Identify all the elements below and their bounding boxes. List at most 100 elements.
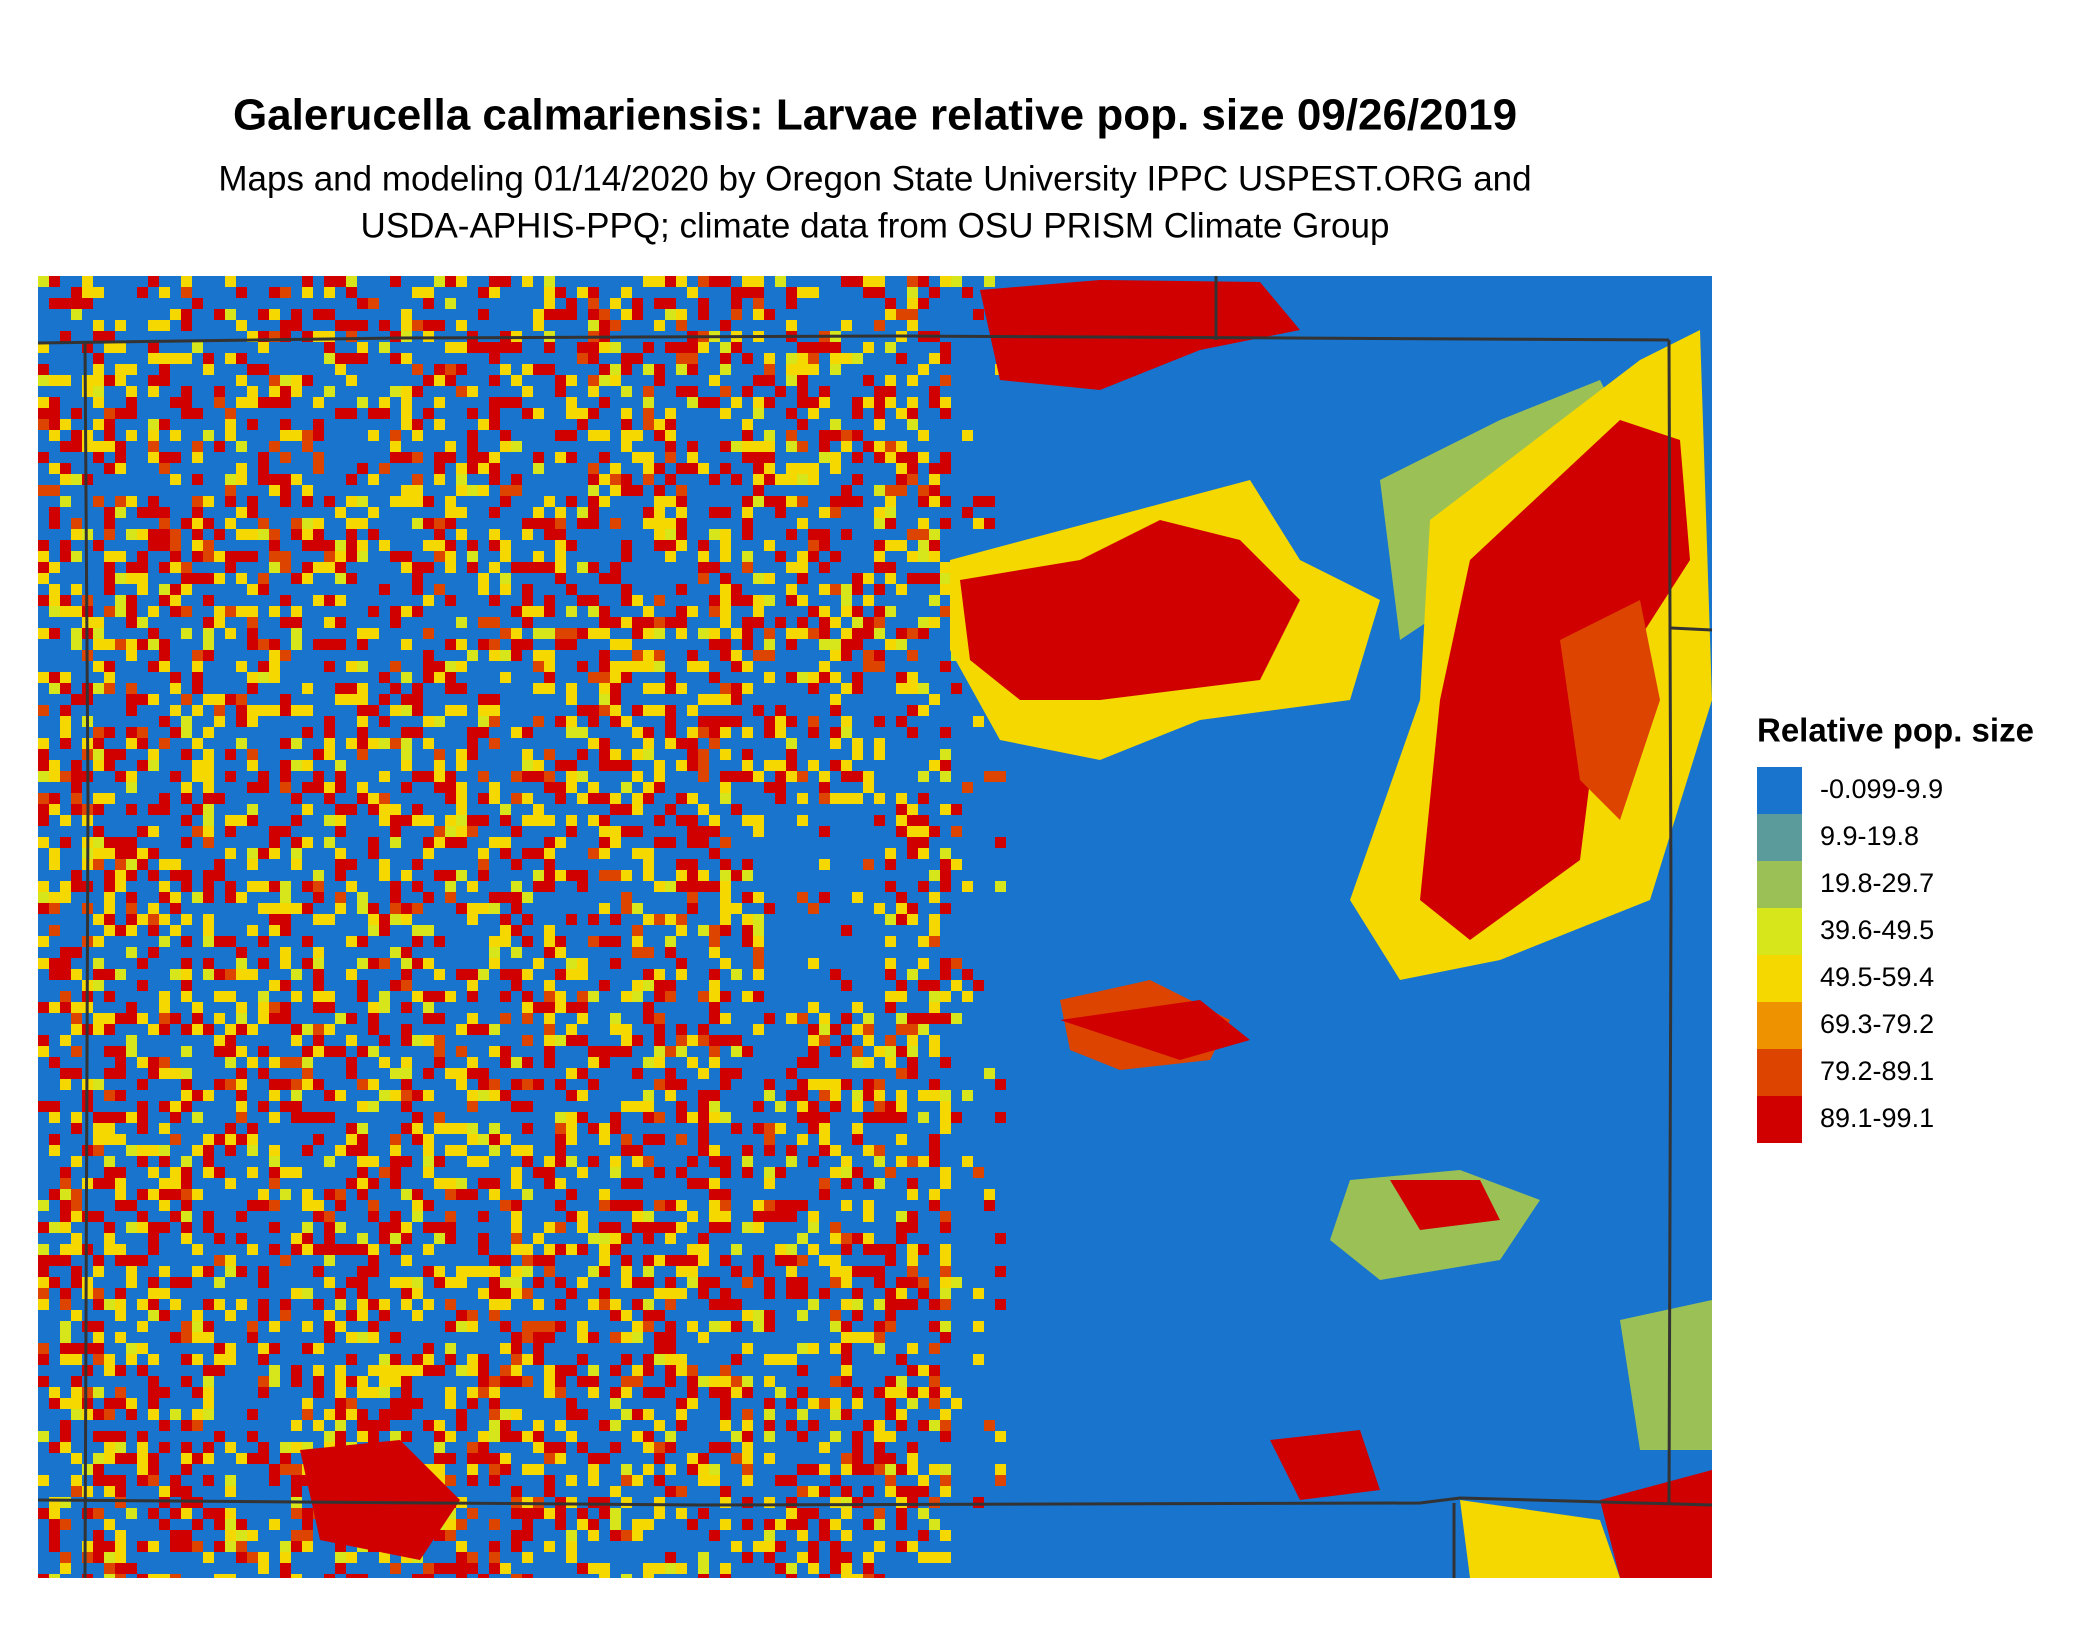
raster-cell	[49, 298, 60, 309]
raster-cell	[445, 683, 456, 694]
raster-cell	[500, 1255, 511, 1266]
raster-cell	[819, 1112, 830, 1123]
raster-cell	[588, 1046, 599, 1057]
raster-cell	[368, 1178, 379, 1189]
raster-cell	[93, 1288, 104, 1299]
raster-cell	[71, 760, 82, 771]
raster-cell	[973, 980, 984, 991]
raster-cell	[313, 1200, 324, 1211]
raster-cell	[104, 1123, 115, 1134]
raster-cell	[302, 529, 313, 540]
raster-cell	[500, 892, 511, 903]
raster-cell	[709, 1376, 720, 1387]
raster-cell	[291, 309, 302, 320]
raster-cell	[258, 463, 269, 474]
raster-cell	[522, 386, 533, 397]
raster-cell	[544, 650, 555, 661]
raster-cell	[445, 1343, 456, 1354]
raster-cell	[896, 540, 907, 551]
raster-cell	[511, 1508, 522, 1519]
raster-cell	[500, 485, 511, 496]
raster-cell	[269, 1222, 280, 1233]
raster-cell	[610, 1233, 621, 1244]
raster-cell	[654, 419, 665, 430]
raster-cell	[863, 287, 874, 298]
raster-cell	[786, 1475, 797, 1486]
raster-cell	[456, 804, 467, 815]
raster-cell	[225, 562, 236, 573]
raster-cell	[214, 1508, 225, 1519]
raster-cell	[104, 463, 115, 474]
raster-cell	[588, 815, 599, 826]
raster-cell	[742, 551, 753, 562]
raster-cell	[643, 980, 654, 991]
raster-cell	[49, 1387, 60, 1398]
raster-cell	[181, 573, 192, 584]
raster-cell	[841, 628, 852, 639]
raster-cell	[170, 705, 181, 716]
raster-cell	[115, 969, 126, 980]
raster-cell	[82, 430, 93, 441]
raster-cell	[511, 1101, 522, 1112]
raster-cell	[885, 848, 896, 859]
raster-cell	[643, 1299, 654, 1310]
raster-cell	[115, 1530, 126, 1541]
raster-cell	[643, 1211, 654, 1222]
raster-cell	[148, 1376, 159, 1387]
raster-cell	[720, 1574, 731, 1578]
raster-cell	[764, 353, 775, 364]
raster-cell	[522, 1013, 533, 1024]
raster-cell	[896, 1068, 907, 1079]
raster-cell	[709, 716, 720, 727]
raster-cell	[929, 397, 940, 408]
raster-cell	[522, 562, 533, 573]
raster-cell	[742, 1387, 753, 1398]
raster-cell	[698, 1475, 709, 1486]
raster-cell	[687, 397, 698, 408]
raster-cell	[170, 595, 181, 606]
raster-cell	[434, 1035, 445, 1046]
raster-cell	[533, 760, 544, 771]
raster-cell	[412, 1277, 423, 1288]
raster-cell	[566, 1189, 577, 1200]
raster-cell	[709, 1277, 720, 1288]
raster-cell	[104, 837, 115, 848]
raster-cell	[588, 606, 599, 617]
raster-cell	[38, 452, 49, 463]
raster-cell	[907, 628, 918, 639]
raster-cell	[621, 716, 632, 727]
raster-cell	[720, 1035, 731, 1046]
raster-cell	[324, 1002, 335, 1013]
raster-cell	[709, 991, 720, 1002]
raster-cell	[709, 397, 720, 408]
raster-cell	[808, 474, 819, 485]
raster-cell	[60, 1519, 71, 1530]
raster-cell	[687, 837, 698, 848]
raster-cell	[918, 936, 929, 947]
raster-cell	[764, 1167, 775, 1178]
raster-cell	[874, 628, 885, 639]
raster-cell	[401, 672, 412, 683]
raster-cell	[456, 529, 467, 540]
raster-cell	[335, 771, 346, 782]
raster-cell	[302, 276, 313, 287]
raster-cell	[225, 1024, 236, 1035]
raster-cell	[93, 1541, 104, 1552]
raster-cell	[885, 1464, 896, 1475]
raster-cell	[434, 936, 445, 947]
raster-cell	[225, 892, 236, 903]
raster-cell	[423, 1299, 434, 1310]
raster-cell	[390, 551, 401, 562]
raster-cell	[984, 1420, 995, 1431]
raster-cell	[654, 760, 665, 771]
raster-cell	[687, 353, 698, 364]
raster-cell	[170, 1486, 181, 1497]
raster-cell	[104, 881, 115, 892]
raster-cell	[434, 760, 445, 771]
raster-cell	[764, 1398, 775, 1409]
raster-cell	[863, 1035, 874, 1046]
raster-cell	[148, 1057, 159, 1068]
raster-cell	[302, 441, 313, 452]
raster-cell	[82, 1552, 93, 1563]
raster-cell	[599, 826, 610, 837]
